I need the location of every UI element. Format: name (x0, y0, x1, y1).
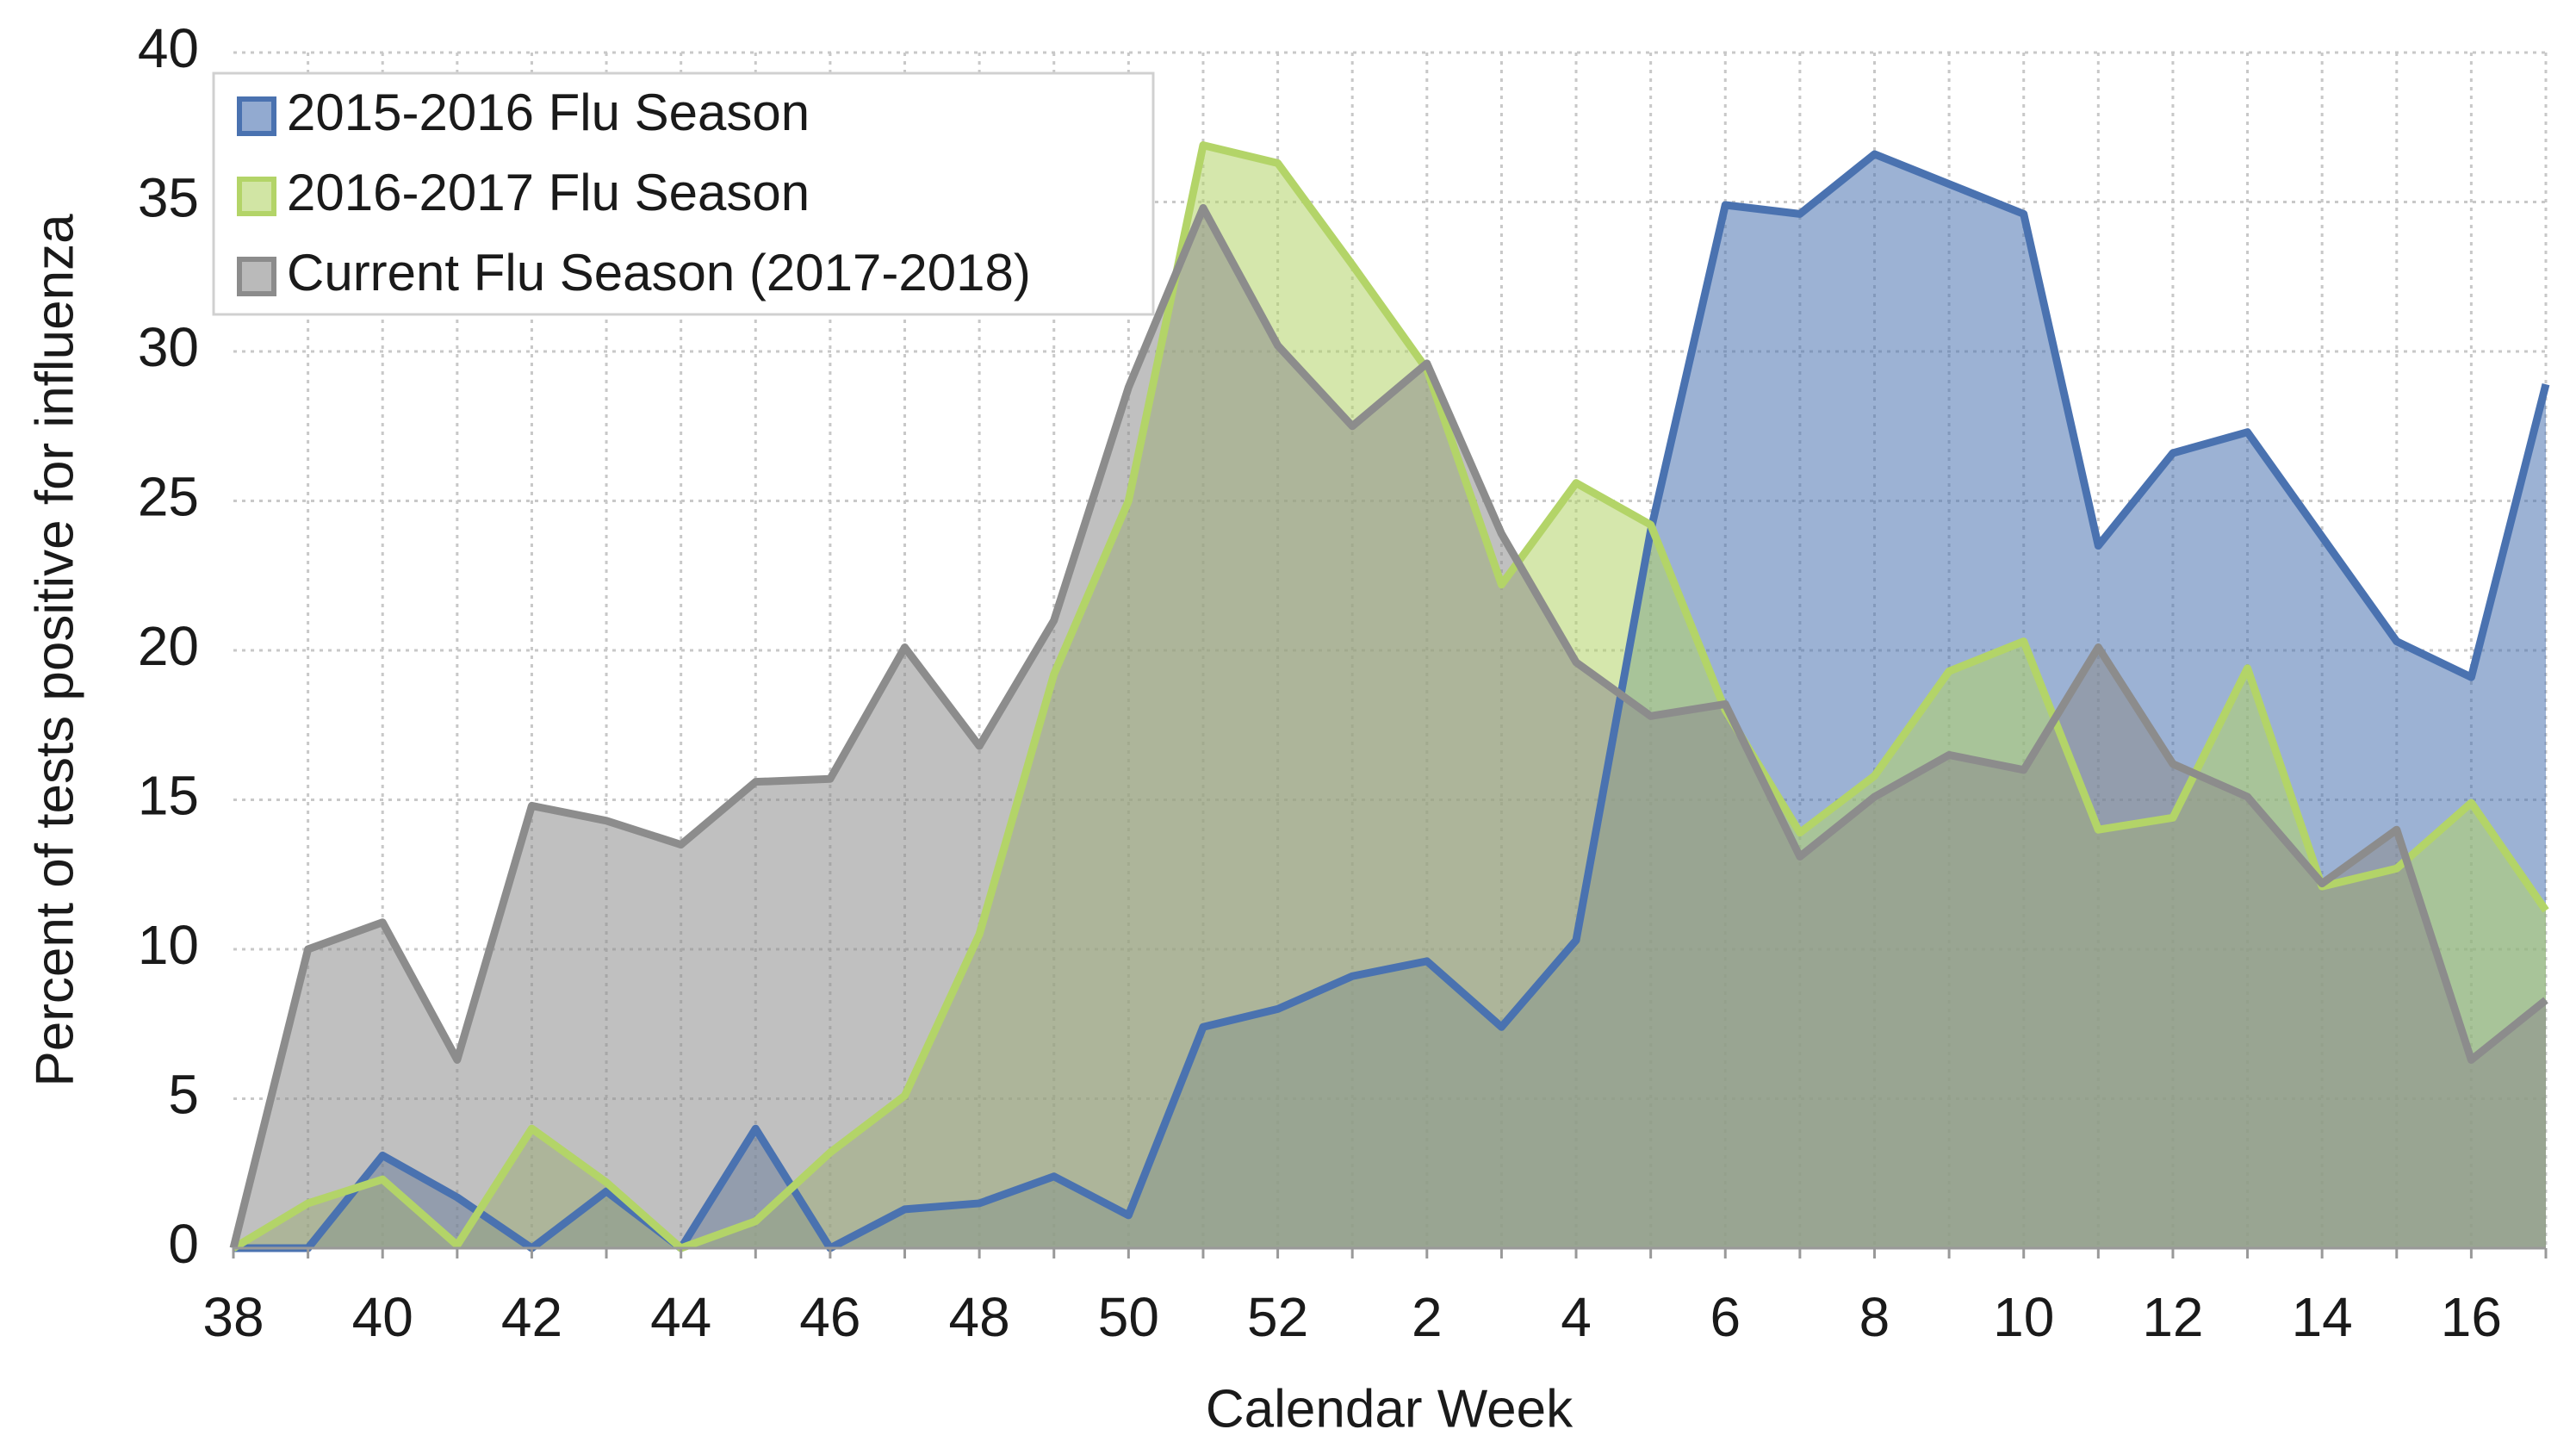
x-tick-label: 52 (1247, 1286, 1308, 1348)
x-tick-label: 42 (501, 1286, 562, 1348)
y-tick-label: 40 (138, 17, 199, 79)
y-tick-label: 25 (138, 465, 199, 527)
legend-swatch (237, 177, 276, 216)
y-tick-label: 35 (138, 166, 199, 228)
x-tick-label: 8 (1859, 1286, 1890, 1348)
x-tick-label: 10 (1993, 1286, 2054, 1348)
area (233, 208, 2546, 1249)
x-tick-label: 6 (1710, 1286, 1741, 1348)
x-tick-label: 2 (1412, 1286, 1443, 1348)
x-tick-label: 12 (2142, 1286, 2203, 1348)
x-tick-label: 38 (202, 1286, 264, 1348)
y-axis-title: Percent of tests positive for influenza (25, 214, 84, 1087)
legend-swatch (237, 96, 276, 136)
y-tick-label: 30 (138, 316, 199, 378)
x-tick-label: 40 (352, 1286, 413, 1348)
legend-label: Current Flu Season (2017-2018) (287, 244, 1031, 301)
legend-label: 2016-2017 Flu Season (287, 164, 810, 221)
line (229, 203, 2548, 1250)
line (231, 141, 2549, 1252)
line (233, 150, 2550, 1252)
y-tick-label: 0 (168, 1213, 199, 1275)
legend-box (212, 71, 1155, 316)
x-tick-label: 48 (949, 1286, 1010, 1348)
legend-swatch (237, 257, 276, 296)
x-tick-label: 16 (2441, 1286, 2502, 1348)
legend-label: 2015-2016 Flu Season (287, 84, 810, 141)
x-tick-label: 46 (799, 1286, 860, 1348)
x-axis-title: Calendar Week (1206, 1379, 1574, 1439)
y-tick-label: 10 (138, 914, 199, 976)
y-tick-label: 15 (138, 764, 199, 826)
x-tick-label: 14 (2292, 1286, 2353, 1348)
y-tick-label: 20 (138, 615, 199, 677)
lines (229, 141, 2550, 1252)
x-tick-label: 4 (1561, 1286, 1592, 1348)
x-tick-label: 44 (650, 1286, 711, 1348)
legend: 2015-2016 Flu Season 2016-2017 Flu Season… (212, 71, 1155, 316)
x-tick-label: 50 (1098, 1286, 1159, 1348)
areas (233, 145, 2546, 1249)
y-tick-label: 5 (168, 1063, 199, 1125)
